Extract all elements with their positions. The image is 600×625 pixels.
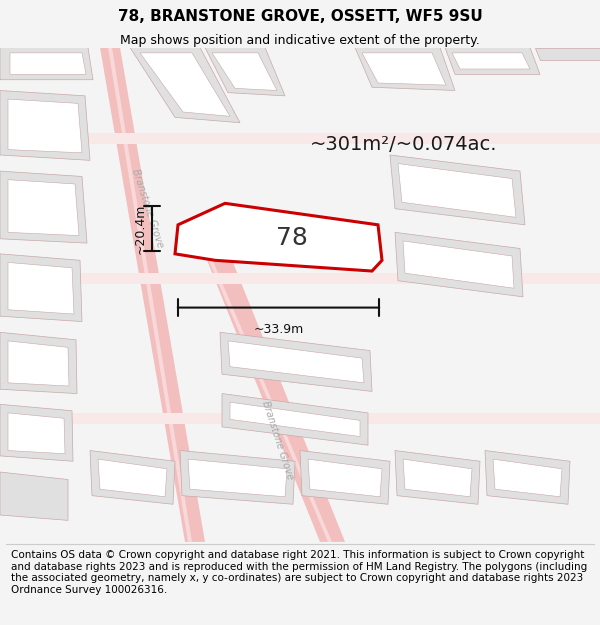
Polygon shape (485, 451, 570, 504)
Polygon shape (0, 171, 87, 243)
Polygon shape (0, 273, 600, 284)
Polygon shape (0, 48, 93, 80)
Polygon shape (205, 48, 285, 96)
Text: Branstone Grove: Branstone Grove (131, 168, 166, 249)
Polygon shape (230, 402, 360, 436)
Text: 78: 78 (276, 226, 308, 250)
Polygon shape (220, 332, 372, 391)
Polygon shape (0, 413, 600, 424)
Polygon shape (355, 48, 455, 91)
Polygon shape (535, 48, 600, 61)
Polygon shape (222, 394, 368, 445)
Polygon shape (8, 341, 69, 386)
Polygon shape (188, 459, 287, 497)
Polygon shape (175, 203, 382, 271)
Text: ~33.9m: ~33.9m (253, 322, 304, 336)
Polygon shape (0, 91, 90, 161)
Polygon shape (398, 164, 516, 217)
Polygon shape (10, 53, 86, 74)
Text: Branstone Grove: Branstone Grove (260, 399, 295, 481)
Polygon shape (390, 155, 525, 225)
Polygon shape (108, 48, 192, 542)
Polygon shape (0, 472, 68, 521)
Polygon shape (403, 459, 472, 497)
Polygon shape (395, 232, 523, 297)
Polygon shape (100, 48, 205, 542)
Polygon shape (403, 241, 514, 288)
Polygon shape (8, 180, 79, 236)
Polygon shape (140, 53, 230, 116)
Text: Map shows position and indicative extent of the property.: Map shows position and indicative extent… (120, 34, 480, 48)
Polygon shape (452, 53, 530, 69)
Polygon shape (0, 332, 77, 394)
Polygon shape (205, 252, 332, 542)
Polygon shape (130, 48, 240, 122)
Polygon shape (212, 53, 277, 91)
Polygon shape (8, 262, 74, 314)
Polygon shape (445, 48, 540, 74)
Polygon shape (362, 53, 446, 85)
Polygon shape (228, 341, 364, 383)
Polygon shape (98, 459, 167, 497)
Polygon shape (8, 99, 82, 153)
Text: ~301m²/~0.074ac.: ~301m²/~0.074ac. (310, 135, 497, 154)
Text: Contains OS data © Crown copyright and database right 2021. This information is : Contains OS data © Crown copyright and d… (11, 550, 587, 595)
Polygon shape (395, 451, 480, 504)
Polygon shape (308, 459, 382, 497)
Polygon shape (0, 134, 600, 144)
Polygon shape (0, 404, 73, 461)
Text: 78, BRANSTONE GROVE, OSSETT, WF5 9SU: 78, BRANSTONE GROVE, OSSETT, WF5 9SU (118, 9, 482, 24)
Polygon shape (90, 451, 175, 504)
Polygon shape (180, 451, 295, 504)
Polygon shape (0, 254, 82, 321)
Polygon shape (8, 413, 65, 454)
Polygon shape (300, 451, 390, 504)
Text: ~20.4m: ~20.4m (134, 203, 147, 254)
Polygon shape (195, 230, 345, 542)
Polygon shape (493, 459, 562, 497)
